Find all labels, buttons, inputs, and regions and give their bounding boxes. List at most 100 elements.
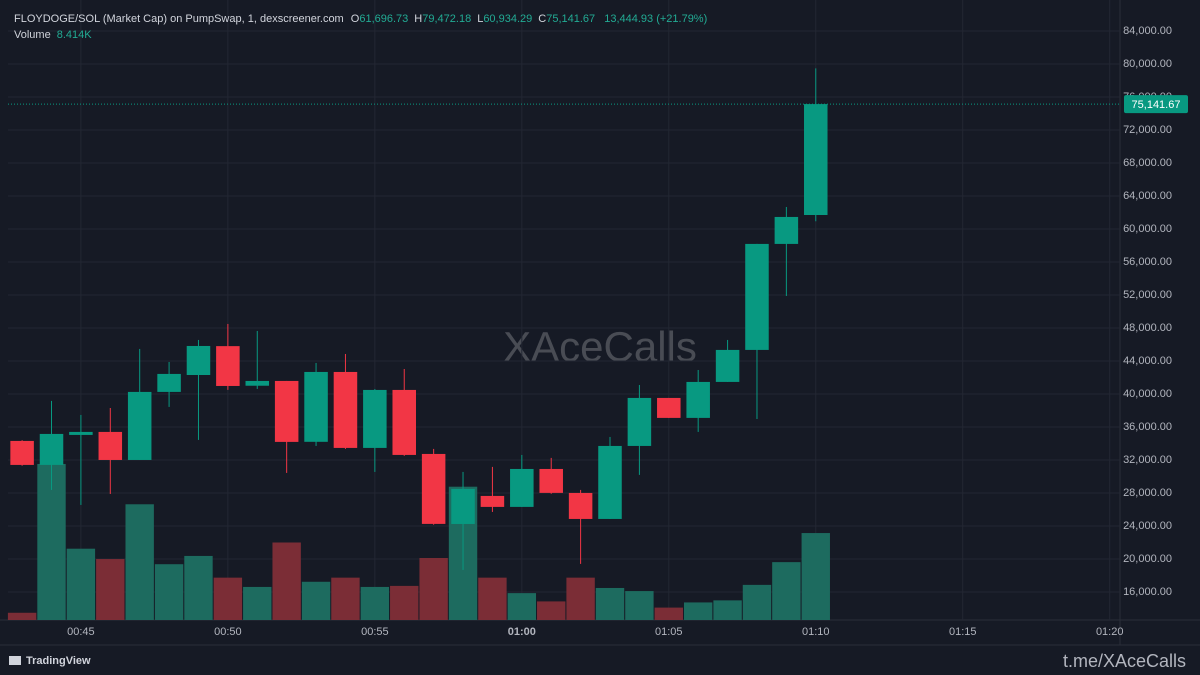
footer-link: t.me/XAceCalls [1063,651,1186,671]
x-tick-label: 00:45 [67,626,95,638]
candle-body [715,349,740,382]
volume-bar [507,593,537,620]
y-tick-label: 52,000.00 [1123,289,1172,301]
candle-body [186,345,211,376]
watermark: XAceCalls [503,323,697,370]
volume-bar [213,577,243,620]
volume-bar [154,564,184,620]
candle-body [333,371,358,448]
y-tick-label: 20,000.00 [1123,553,1172,565]
y-tick-label: 24,000.00 [1123,520,1172,532]
chart-title: FLOYDOGE/SOL (Market Cap) on PumpSwap, 1… [14,13,344,25]
change-label: 13,444.93 (+21.79%) [604,13,708,25]
candle-body [127,391,152,460]
volume-value: 8.414K [56,29,92,41]
candle-body [10,440,34,465]
ohlc-value: 61,696.73 [359,13,409,25]
candle-body [157,373,181,392]
volume-bar [390,585,419,620]
candle-body [392,389,416,455]
y-tick-label: 68,000.00 [1123,157,1172,169]
volume-bar [125,504,154,620]
x-tick-label: 01:20 [1096,626,1124,638]
y-tick-label: 72,000.00 [1123,124,1172,136]
volume-bar [713,600,742,620]
candle-body [480,495,505,507]
volume-bar [683,602,713,620]
brand: TradingView [26,655,91,667]
x-tick-label: 01:10 [802,626,830,638]
y-tick-label: 40,000.00 [1123,388,1172,400]
y-tick-label: 64,000.00 [1123,190,1172,202]
volume-bar [595,587,625,620]
volume-bar [7,612,37,620]
y-tick-label: 16,000.00 [1123,586,1172,598]
volume-bar [184,555,213,620]
candle-body [274,380,299,442]
volume-bar [272,542,301,620]
candle-body [421,453,446,524]
y-tick-label: 80,000.00 [1123,58,1172,70]
candle-body [39,433,64,465]
ohlc-key: H [414,13,423,25]
volume-name: Volume [14,29,51,41]
last-price-tag [1124,95,1188,114]
candle-body [98,431,123,460]
ohlc-value: 75,141.67 [546,13,596,25]
volume-bar [419,558,448,620]
candle-body [568,492,593,519]
x-tick-label: 01:05 [655,626,683,638]
candle-body [745,243,769,350]
candle-body [686,381,710,418]
candle-body [598,445,622,519]
y-tick-label: 36,000.00 [1123,421,1172,433]
volume-bar [772,562,801,620]
volume-bar [301,581,331,620]
volume-bar [537,601,566,620]
volume-bar [566,577,595,620]
candle-body [69,431,93,435]
volume-legend: Volume 8.414K [14,29,92,41]
volume-bar [654,607,683,620]
y-tick-label: 44,000.00 [1123,355,1172,367]
volume-bar [243,586,272,620]
candle-body [657,397,681,418]
ohlc-value: 60,934.29 [483,13,533,25]
volume-bar [742,584,772,620]
x-tick-label: 00:55 [361,626,389,638]
x-tick-label: 01:00 [508,626,536,638]
candle-body [774,216,799,244]
x-tick-label: 01:15 [949,626,977,638]
y-tick-label: 32,000.00 [1123,454,1172,466]
volume-bar [331,577,360,620]
volume-bar [37,463,66,620]
y-tick-label: 56,000.00 [1123,256,1172,268]
candle-body [539,468,563,493]
candle-body [363,389,387,448]
volume-bar [625,591,654,620]
volume-bar [66,548,96,620]
ohlc-key: O [350,13,360,25]
volume-bar [360,586,390,620]
y-tick-label: 84,000.00 [1123,25,1172,37]
candle-body [510,468,534,507]
ohlc-key: L [477,13,484,25]
ohlc-key: C [538,13,547,25]
volume-bar [96,559,125,620]
last-price-label: 75,141.67 [1132,99,1181,111]
y-tick-label: 60,000.00 [1123,223,1172,235]
volume-bar [801,533,830,620]
plot [7,0,1120,620]
candle-body [216,346,240,386]
candle-body [245,380,270,386]
ohlc-value: 79,472.18 [422,13,472,25]
candle-body [627,397,652,446]
candle-body [804,104,828,215]
ohlc-legend: O61,696.73 H79,472.18 L60,934.29 C75,141.67 [351,13,601,25]
header: FLOYDOGE/SOL (Market Cap) on PumpSwap, 1… [14,13,713,25]
volume-bar [478,577,507,620]
candle-body [451,488,475,524]
x-tick-label: 00:50 [214,626,242,638]
